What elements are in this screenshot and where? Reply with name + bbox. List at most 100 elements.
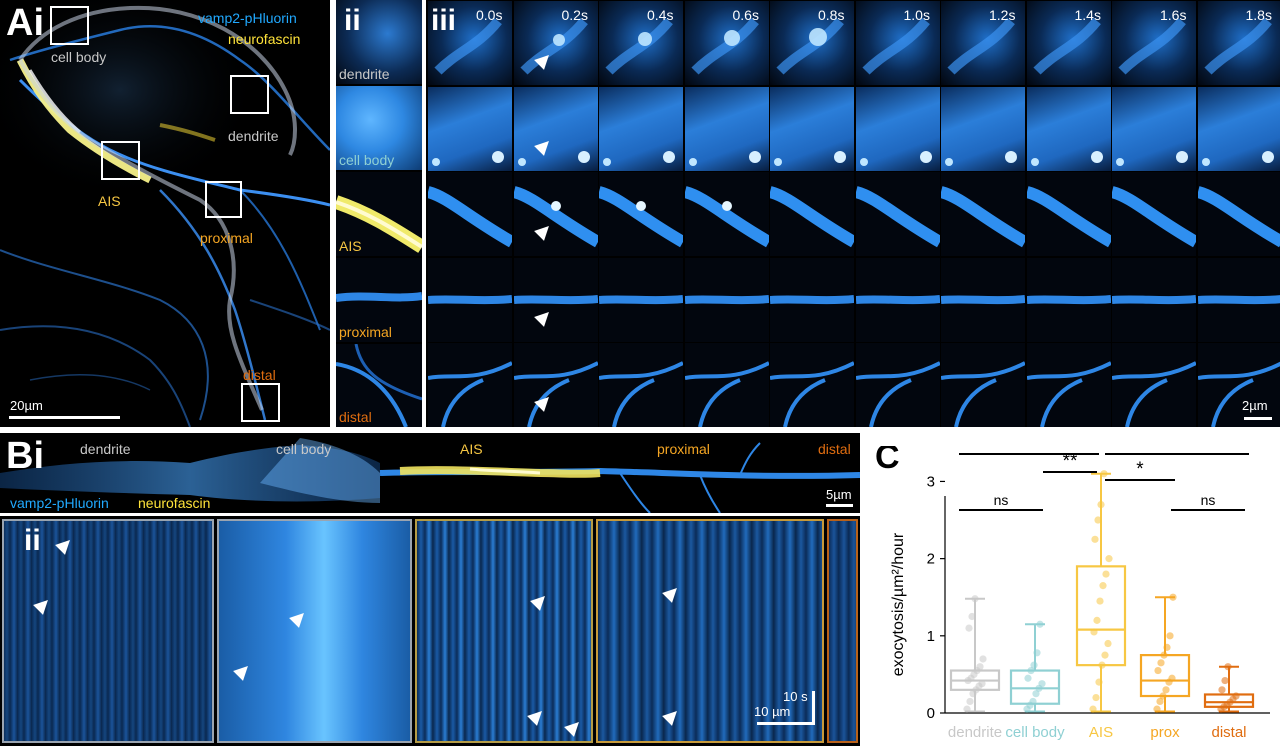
point-1-10 — [1036, 620, 1044, 628]
frame-ais-5 — [855, 172, 940, 256]
frame-ais-6 — [941, 172, 1025, 256]
scalebar-ai — [9, 416, 120, 419]
time-label-0: 0.0s — [476, 7, 503, 23]
point-3-3 — [1162, 686, 1170, 694]
point-3-6 — [1154, 666, 1162, 675]
time-label-3: 0.6s — [732, 7, 759, 23]
region-label-distal: distal — [243, 367, 276, 383]
bi-channel-neurofascin: neurofascin — [138, 495, 211, 511]
frame-distal-9 — [1197, 343, 1280, 427]
frame-distal-7 — [1026, 343, 1111, 427]
kymograph-ais — [415, 519, 593, 743]
frame-cell-body-4 — [770, 86, 854, 171]
axon-micrograph — [0, 438, 860, 513]
point-2-4 — [1101, 651, 1109, 659]
time-label-9: 1.8s — [1245, 7, 1272, 23]
point-0-12 — [965, 624, 973, 632]
scalebar-bi — [826, 504, 853, 507]
point-4-7 — [1221, 676, 1229, 685]
frame-distal-5 — [855, 343, 940, 427]
frame-cell-body-1 — [513, 86, 598, 171]
frame-proximal-0 — [428, 257, 512, 342]
point-2-15 — [1100, 470, 1108, 478]
channel-label-vamp2: vamp2-pHluorin — [198, 10, 297, 26]
point-1-3 — [1032, 690, 1040, 698]
time-label-5: 1.0s — [903, 7, 930, 23]
frame-distal-0 — [428, 343, 512, 427]
point-0-13 — [968, 612, 976, 621]
aii-crop-proximal — [336, 258, 422, 342]
panel-aiii: iii 2µm 0.0s 0.2s 0.4s 0.6s 0.8s 1.0s 1.2s 1.4s… — [426, 0, 1280, 427]
bi-region-distal: distal — [818, 441, 851, 457]
aii-row-label-dendrite: dendrite — [339, 66, 390, 82]
point-2-8 — [1096, 597, 1104, 605]
scalebar-label-bi: 5µm — [826, 487, 852, 502]
aii-crop-ais — [336, 172, 422, 256]
sig-label-1: *** — [1166, 446, 1189, 454]
point-4-6 — [1218, 686, 1226, 694]
panel-bii-kymographs: ii 10 s 10 µm — [0, 516, 860, 746]
time-label-6: 1.2s — [989, 7, 1016, 23]
frame-distal-3 — [684, 343, 769, 427]
scalebar-bii-time — [812, 691, 815, 725]
frame-dendrite-3 — [684, 1, 769, 85]
time-label-7: 1.4s — [1074, 7, 1101, 23]
point-2-2 — [1095, 678, 1103, 686]
aii-crop-distal — [336, 344, 422, 427]
region-label-ais: AIS — [98, 193, 121, 209]
point-2-9 — [1099, 582, 1107, 590]
scalebar-label-bii-time: 10 s — [783, 689, 808, 704]
y-tick-label-3: 3 — [927, 473, 935, 490]
frame-proximal-2 — [599, 257, 683, 342]
frame-dendrite-8 — [1112, 1, 1196, 85]
point-0-5 — [978, 680, 986, 688]
point-2-11 — [1105, 555, 1113, 563]
aii-row-label-ais: AIS — [339, 238, 362, 254]
frame-ais-7 — [1026, 172, 1111, 256]
bi-region-ais: AIS — [460, 441, 483, 457]
panel-letter-c: C — [875, 446, 900, 476]
frame-cell-body-8 — [1112, 86, 1196, 171]
frame-proximal-6 — [941, 257, 1025, 342]
y-axis-label: exocytosis/µm²/hour — [890, 532, 907, 676]
aii-row-label-cell-body: cell body — [339, 152, 395, 168]
panel-aii: ii dendrite cell body AIS proximal dista… — [336, 0, 422, 427]
point-3-5 — [1168, 674, 1176, 682]
point-2-12 — [1091, 535, 1099, 543]
sig-label-0: * — [1025, 446, 1033, 454]
point-2-3 — [1098, 661, 1106, 669]
point-3-2 — [1159, 692, 1167, 700]
frame-ais-9 — [1197, 172, 1280, 256]
frame-proximal-3 — [684, 257, 769, 342]
panel-numeral-aiii: iii — [431, 4, 457, 37]
frame-proximal-4 — [770, 257, 854, 342]
frame-cell-body-9 — [1197, 86, 1280, 171]
point-3-8 — [1160, 651, 1168, 659]
frame-distal-8 — [1112, 343, 1196, 427]
roi-box-ais — [101, 141, 140, 180]
frame-proximal-1 — [513, 257, 598, 342]
time-label-4: 0.8s — [818, 7, 845, 23]
point-0-1 — [966, 697, 974, 706]
frame-ais-1 — [513, 172, 598, 256]
y-tick-label-0: 0 — [927, 705, 935, 722]
time-label-8: 1.6s — [1160, 7, 1187, 23]
y-tick-label-1: 1 — [927, 628, 935, 645]
x-tick-label-3: prox — [1150, 724, 1180, 741]
region-label-proximal: proximal — [200, 230, 253, 246]
aii-crop-dendrite — [336, 0, 422, 84]
point-0-11 — [979, 655, 987, 663]
scalebar-label-aiii: 2µm — [1242, 398, 1268, 413]
point-4-5 — [1232, 692, 1240, 700]
frame-dendrite-2 — [599, 1, 683, 85]
x-tick-label-1: cell body — [1005, 724, 1065, 741]
frame-ais-2 — [599, 172, 683, 256]
frame-ais-3 — [684, 172, 769, 256]
frame-distal-2 — [599, 343, 683, 427]
frame-dendrite-1 — [513, 1, 598, 85]
point-2-1 — [1092, 693, 1100, 702]
frame-distal-1 — [513, 343, 598, 427]
region-label-dendrite: dendrite — [228, 128, 279, 144]
time-label-1: 0.2s — [561, 7, 588, 23]
scalebar-label-ai: 20µm — [10, 398, 43, 413]
